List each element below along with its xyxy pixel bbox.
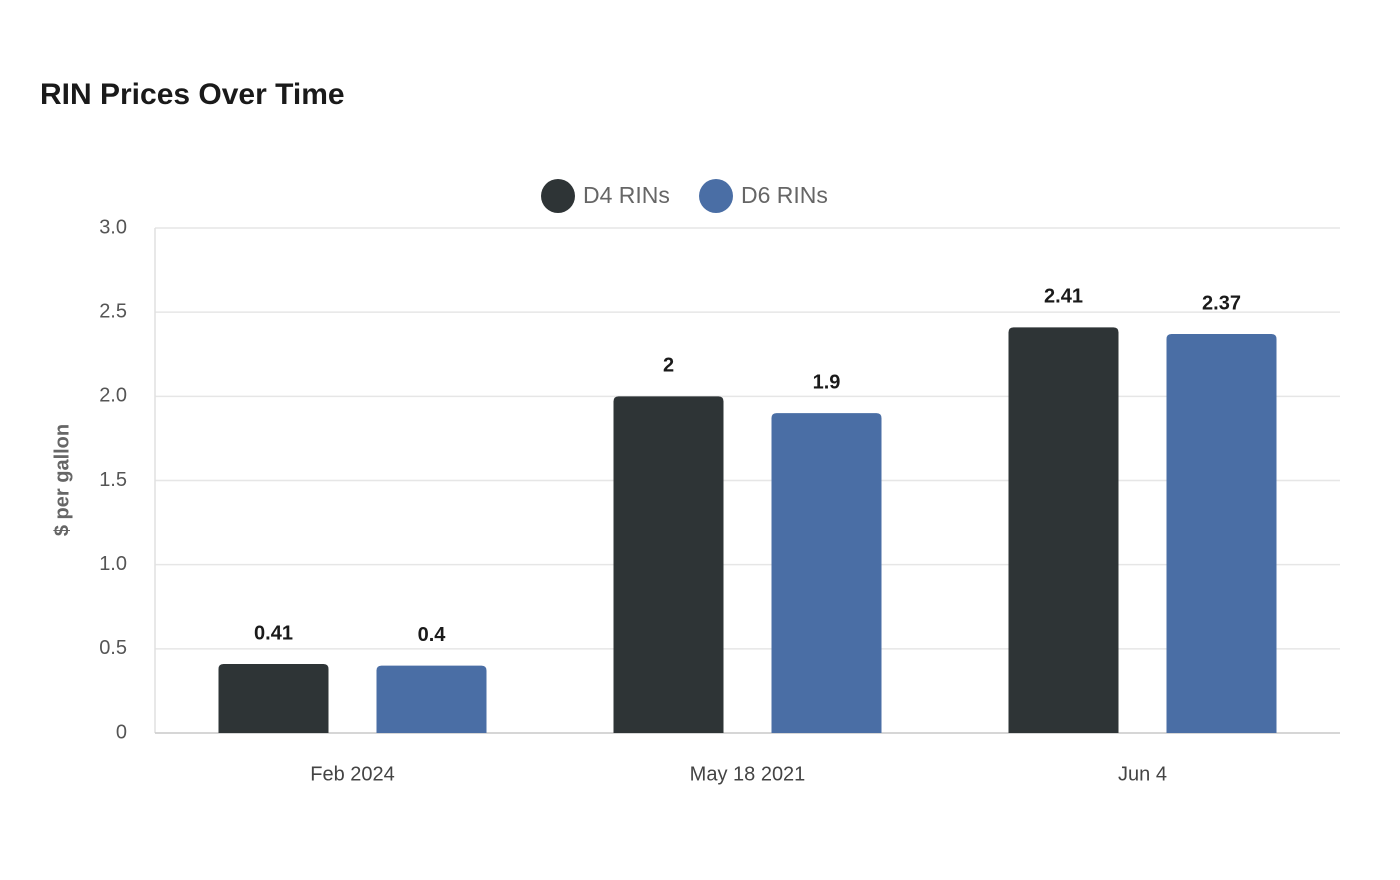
bar [376, 665, 487, 733]
bar [1166, 334, 1277, 733]
legend-label: D4 RINs [583, 182, 670, 208]
x-tick-label: Jun 4 [1118, 763, 1167, 785]
bar [1008, 327, 1119, 733]
x-tick-label: May 18 2021 [690, 763, 806, 785]
data-label: 0.4 [418, 624, 447, 646]
data-label: 2.41 [1044, 286, 1083, 308]
y-axis-label: $ per gallon [51, 424, 73, 536]
data-label: 1.9 [813, 371, 841, 393]
data-label: 2 [663, 355, 674, 377]
y-tick-label: 2.0 [99, 385, 127, 407]
legend-label: D6 RINs [741, 182, 828, 208]
data-label: 2.37 [1202, 292, 1241, 314]
legend-marker [699, 179, 733, 213]
chart-title: RIN Prices Over Time [40, 78, 345, 111]
bar [613, 396, 724, 733]
y-tick-label: 2.5 [99, 300, 127, 322]
y-tick-label: 0.5 [99, 637, 127, 659]
legend-marker [541, 179, 575, 213]
bar [771, 413, 882, 733]
y-tick-label: 1.0 [99, 553, 127, 575]
data-label: 0.41 [254, 622, 293, 644]
x-tick-label: Feb 2024 [310, 763, 395, 785]
y-tick-label: 1.5 [99, 469, 127, 491]
y-tick-label: 3.0 [99, 216, 127, 238]
y-tick-label: 0 [116, 721, 127, 743]
bar [218, 663, 329, 733]
